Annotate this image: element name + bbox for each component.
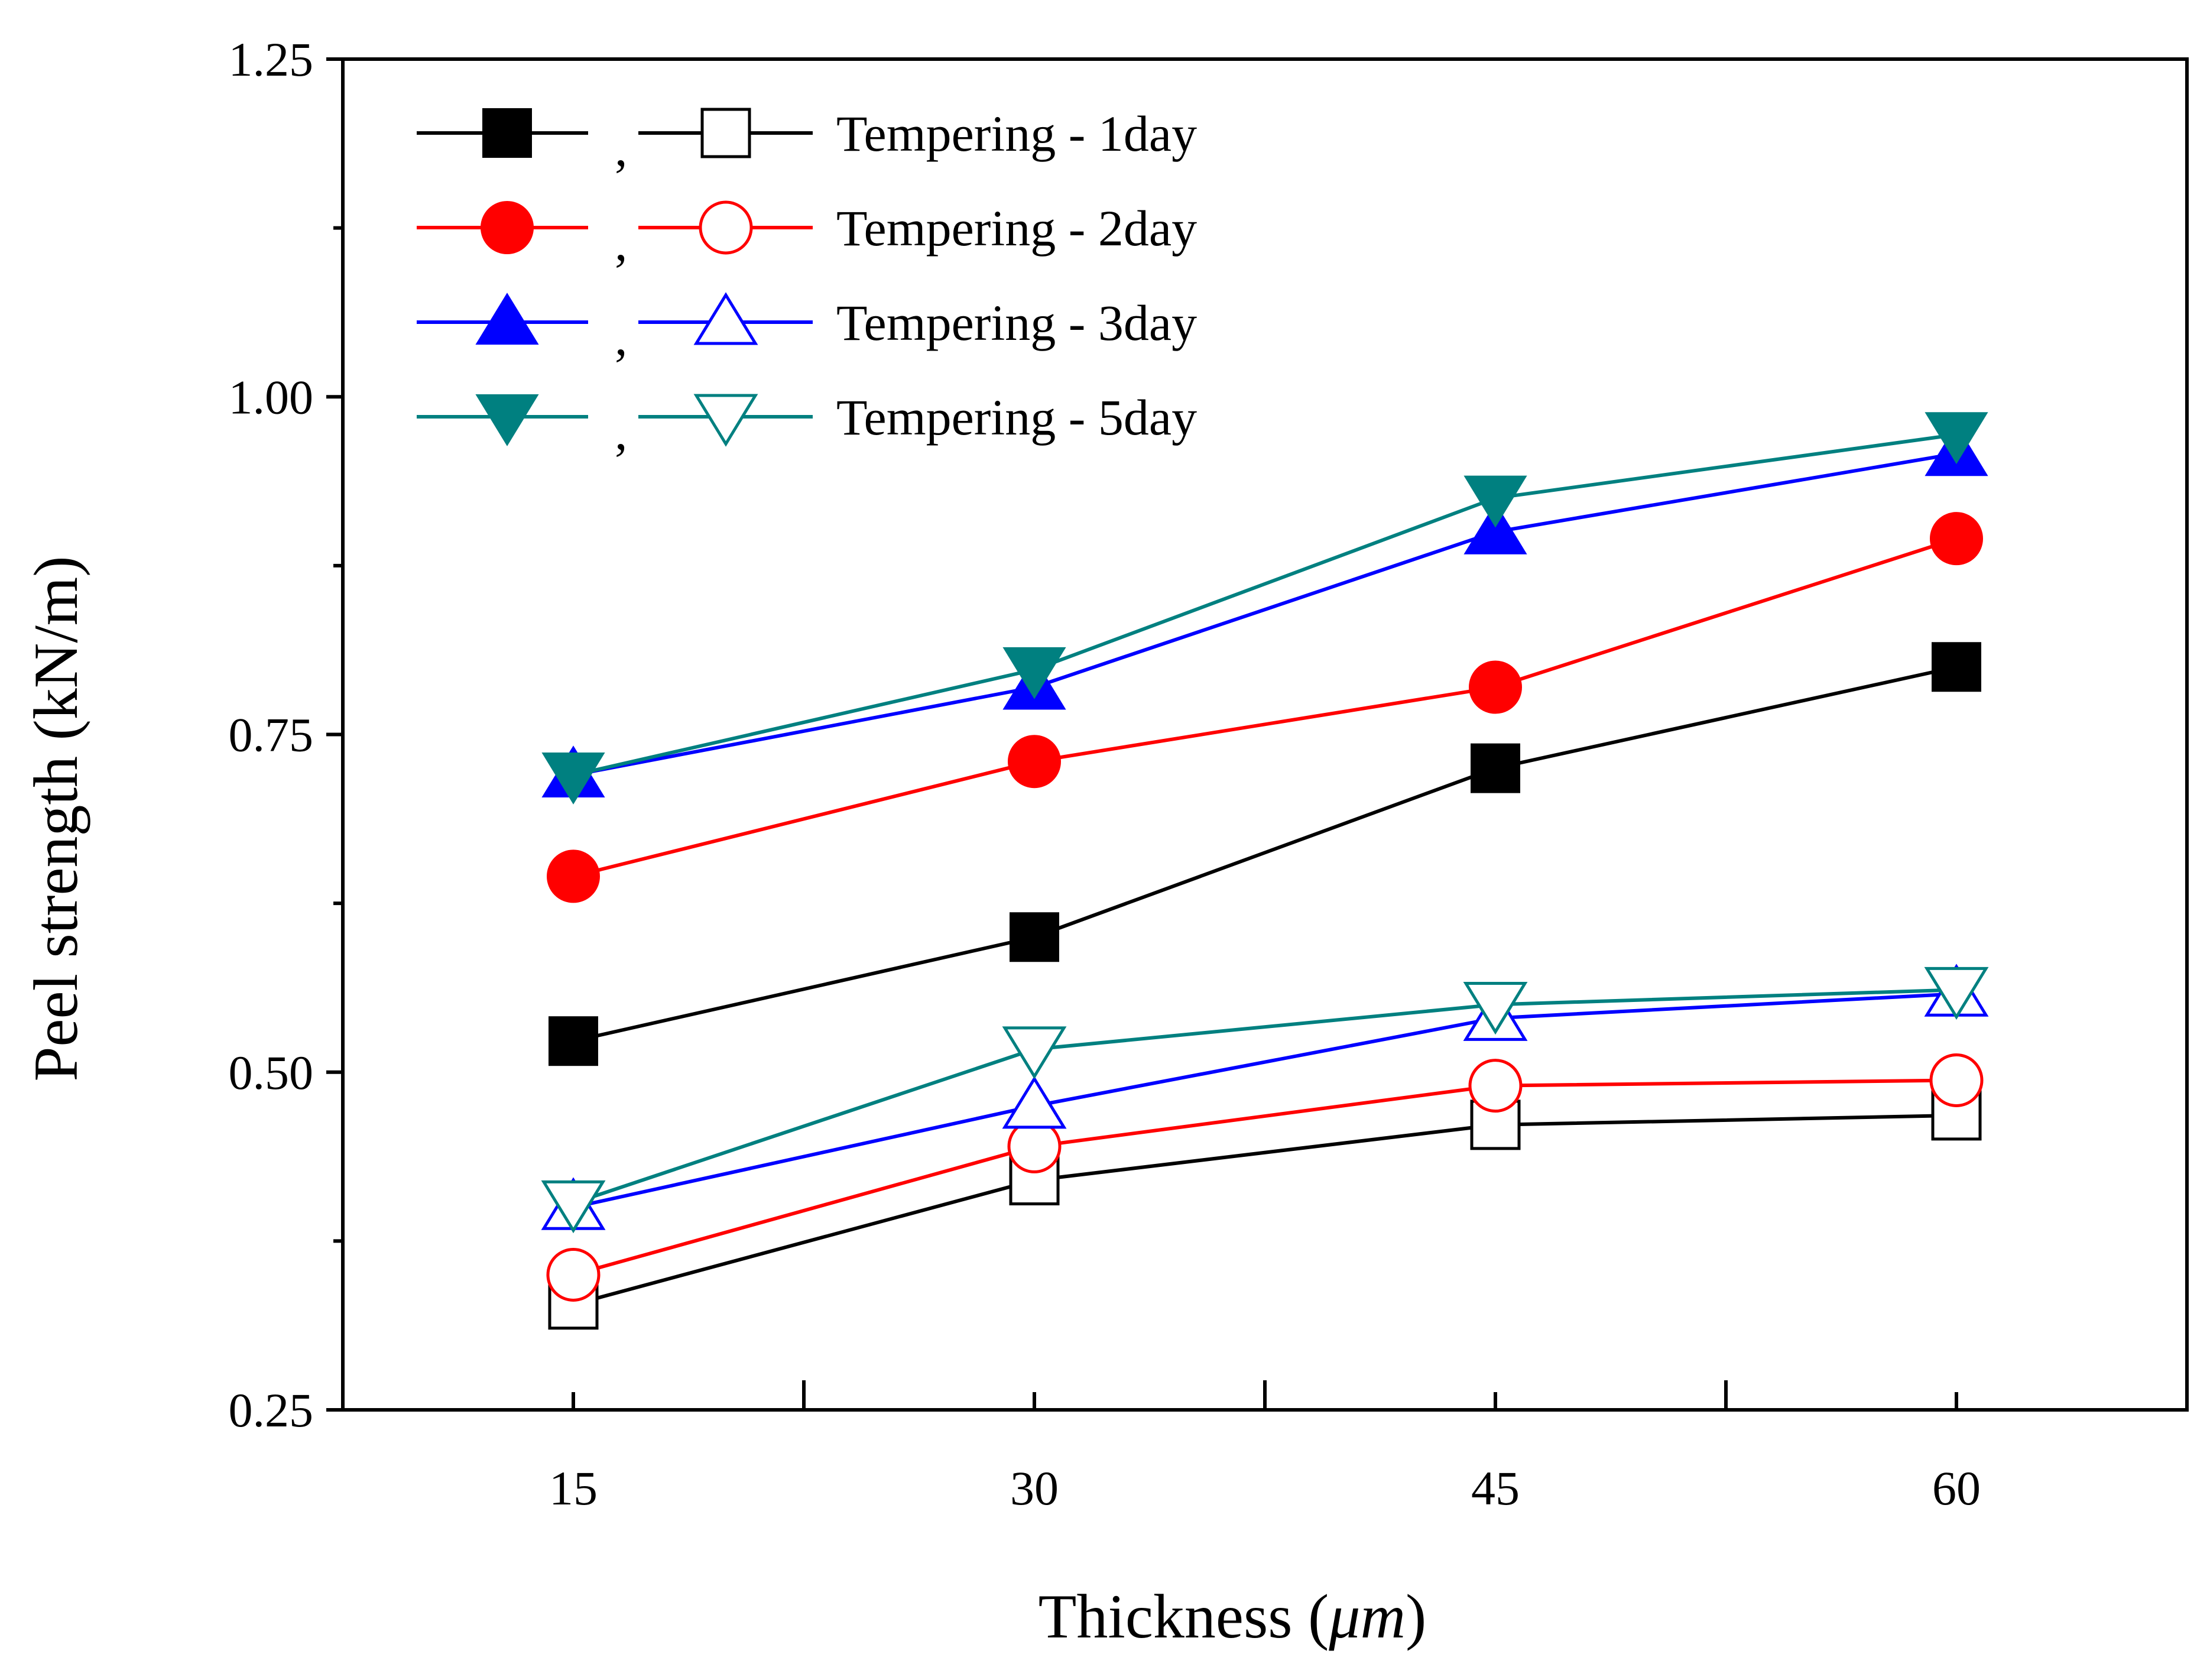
legend-label: Tempering - 3day — [836, 294, 1197, 351]
x-tick-label: 15 — [549, 1461, 598, 1515]
legend-marker-open — [693, 394, 758, 447]
series-filled-triangle-down — [541, 412, 1988, 805]
data-point — [547, 849, 600, 903]
y-axis-label: Peel strength (kN/m) — [21, 556, 90, 1081]
y-tick-label: 0.25 — [229, 1383, 314, 1437]
legend-label: Tempering - 5day — [836, 389, 1197, 446]
data-point — [1469, 660, 1522, 714]
series-filled-square — [549, 642, 1981, 1066]
series-layer — [541, 412, 1989, 1330]
data-point — [1002, 647, 1066, 699]
series-open-square — [548, 1090, 1982, 1330]
series-line — [573, 452, 1957, 777]
axis-labels: Peel strength (kN/m) Thickness (μm) — [21, 556, 1426, 1651]
legend-marker-filled — [482, 108, 532, 158]
data-point — [1463, 502, 1527, 554]
series-line — [573, 988, 1957, 1205]
legend-marker-filled — [475, 394, 539, 446]
legend-label: Tempering - 1day — [836, 105, 1197, 162]
data-point — [1924, 967, 1989, 1020]
data-point — [1002, 1076, 1067, 1129]
series-open-triangle-up — [541, 964, 1989, 1230]
series-line — [573, 1078, 1957, 1277]
legend-marker-open — [693, 292, 758, 345]
y-tick-label: 1.00 — [229, 370, 314, 424]
data-point — [1925, 412, 1988, 465]
x-axis-label-close: ) — [1406, 1582, 1426, 1651]
data-point — [1002, 1026, 1067, 1079]
data-point — [1929, 1053, 1984, 1107]
legend-separator: , — [615, 215, 628, 271]
axes-layer: 0.25 0.50 0.75 1.00 1.25 15 30 45 60 — [229, 33, 2189, 1515]
data-point — [541, 1180, 606, 1234]
legend-separator: , — [615, 309, 628, 366]
y-tick-label: 0.75 — [229, 708, 314, 762]
y-tick-label: 1.25 — [229, 33, 314, 86]
legend-marker-open — [700, 108, 751, 158]
legend: , Tempering - 1day, Tempering - 2day, Tempe… — [417, 105, 1197, 460]
series-line — [573, 665, 1957, 1043]
data-point — [1468, 1059, 1523, 1113]
legend-marker-filled — [481, 201, 534, 254]
legend-separator: , — [615, 404, 628, 460]
series-open-triangle-down — [541, 967, 1989, 1234]
data-point — [1010, 912, 1059, 962]
x-tick-label: 45 — [1471, 1461, 1520, 1515]
legend-label: Tempering - 2day — [836, 200, 1197, 257]
series-line — [573, 992, 1957, 1209]
x-axis-label-main: Thickness ( — [1039, 1582, 1329, 1651]
legend-separator: , — [615, 120, 628, 177]
legend-entry: , Tempering - 2day — [417, 200, 1197, 271]
legend-marker-filled — [475, 293, 539, 345]
data-point — [549, 1016, 598, 1066]
series-line — [573, 433, 1957, 777]
data-point — [541, 753, 605, 805]
series-filled-triangle-up — [541, 424, 1988, 798]
x-axis-label: Thickness (μm) — [1039, 1582, 1427, 1651]
series-line — [573, 537, 1957, 878]
y-tick-label: 0.50 — [229, 1046, 314, 1100]
x-axis-label-unit: μm — [1328, 1582, 1406, 1651]
x-tick-label: 60 — [1932, 1461, 1981, 1515]
x-tick-label: 30 — [1010, 1461, 1059, 1515]
data-point — [546, 1248, 601, 1302]
data-point — [1008, 735, 1061, 789]
legend-entry: , Tempering - 1day — [417, 105, 1197, 177]
series-filled-circle — [547, 512, 1983, 903]
data-point — [1930, 512, 1983, 566]
legend-entry: , Tempering - 3day — [417, 292, 1197, 366]
legend-entry: , Tempering - 5day — [417, 389, 1197, 460]
data-point — [1463, 475, 1527, 528]
data-point — [1463, 982, 1528, 1035]
data-point — [1932, 642, 1981, 692]
data-point — [1471, 743, 1520, 793]
series-open-circle — [546, 1053, 1984, 1302]
series-line — [573, 1113, 1957, 1306]
legend-marker-open — [699, 200, 753, 255]
